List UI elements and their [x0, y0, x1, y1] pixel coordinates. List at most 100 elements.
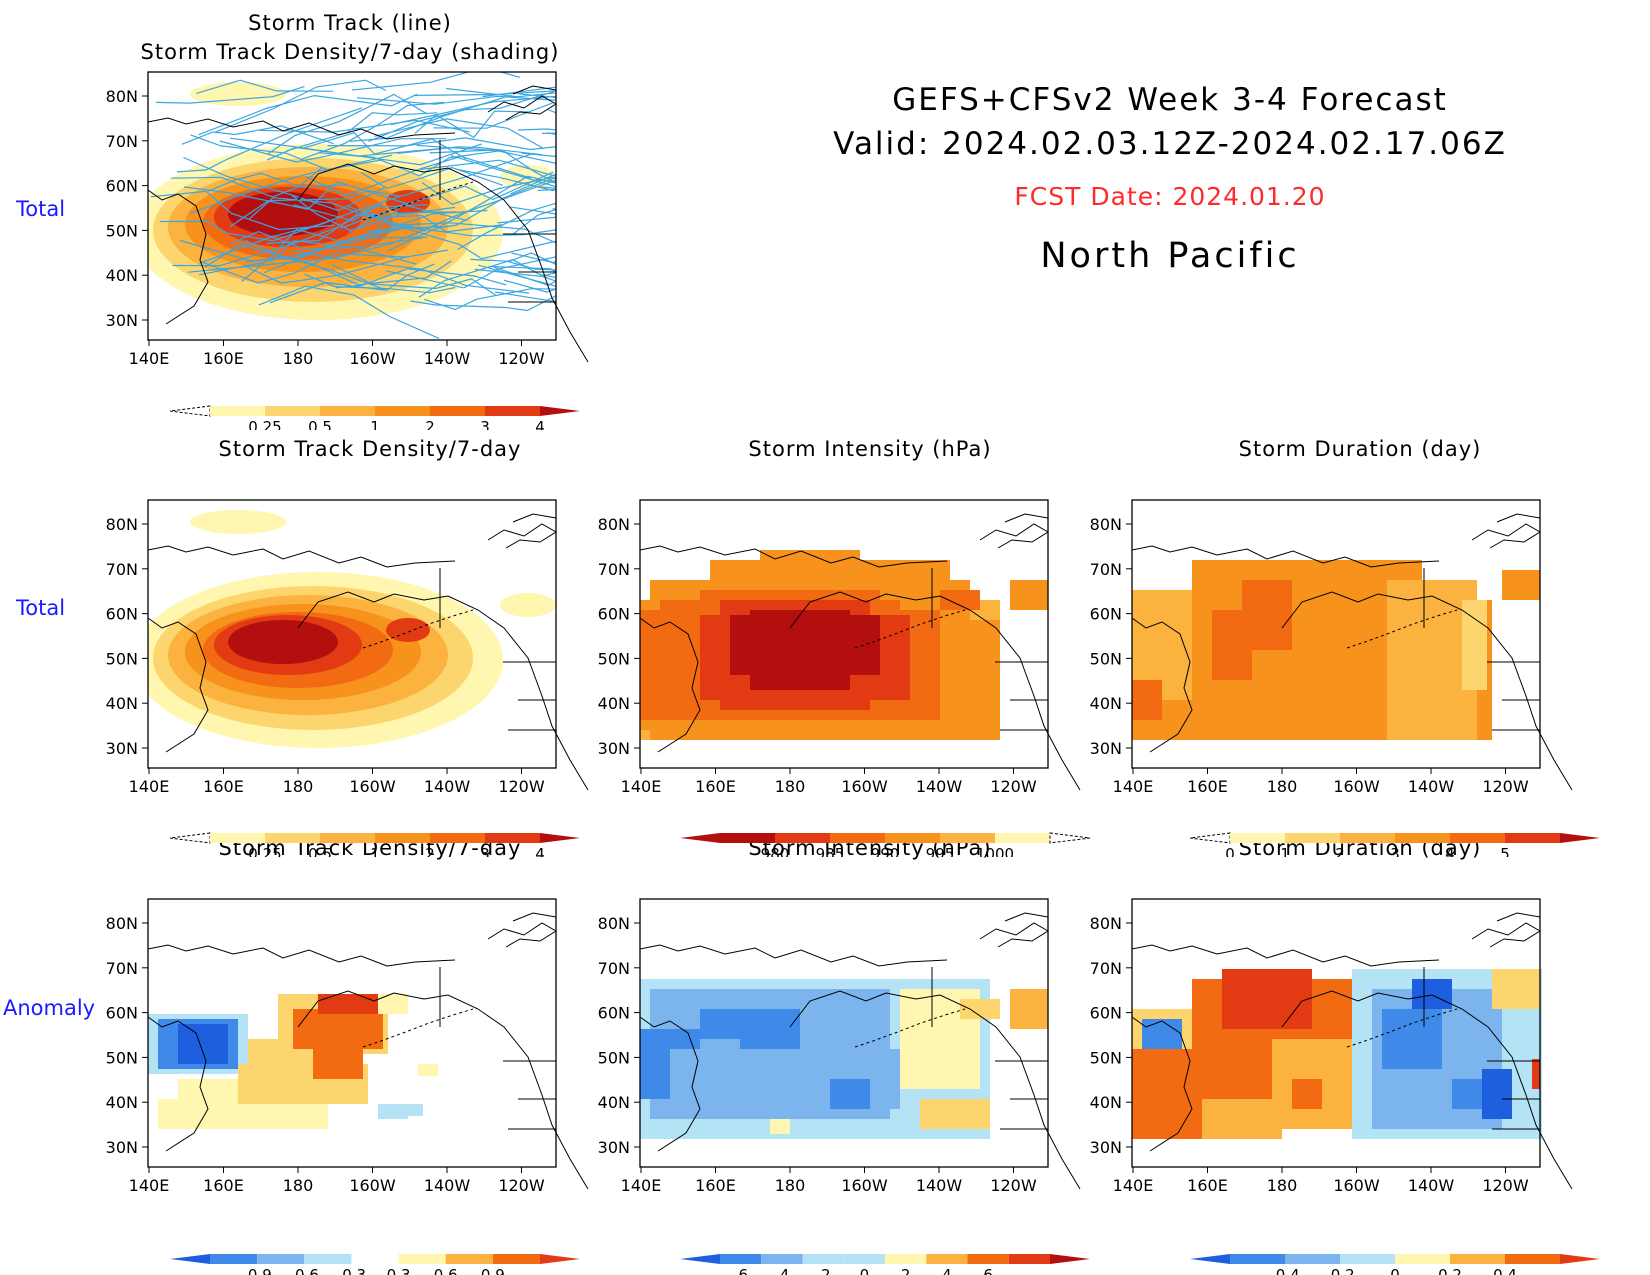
coastline-alaska-america: [297, 163, 589, 363]
coastline-arctic: [1131, 944, 1440, 967]
coastline-arctic-islands: [487, 513, 557, 549]
colorbar-segment: [430, 406, 485, 416]
state-borders: [503, 1060, 556, 1130]
coastline-aleutians: [362, 1008, 474, 1048]
grid-cell: [1202, 1099, 1282, 1139]
grid-cell: [293, 1009, 383, 1049]
lat-tick-label: 60N: [1090, 605, 1122, 624]
storm-track-line: [258, 285, 440, 339]
colorbar-label: 980: [761, 845, 790, 857]
coastline-aleutians: [854, 609, 966, 649]
lon-tick-label: 160E: [1187, 777, 1228, 796]
colorbar-left-arrow: [680, 833, 720, 843]
colorbar-segment: [761, 1254, 803, 1264]
colorbar-intensity-anomaly: -6 -4 -2 0 2 4 6: [680, 1254, 1090, 1275]
colorbar-label: 0.6: [434, 1266, 458, 1275]
coastline-arctic: [147, 545, 456, 568]
storm-track-line: [304, 273, 456, 294]
colorbar-segment: [257, 1254, 305, 1264]
coastline-aleutians: [854, 1008, 966, 1048]
state-borders: [503, 233, 556, 303]
colorbar-label: -0.3: [337, 1266, 366, 1275]
coastline-aleutians: [1346, 1008, 1458, 1048]
colorbar-left-arrow: [170, 832, 211, 844]
storm-track-line: [188, 224, 438, 273]
lat-tick-label: 60N: [598, 605, 630, 624]
coastline-asia: [147, 189, 209, 325]
colorbar-segment: [1395, 833, 1450, 843]
density-contour-0.25-north: [190, 510, 286, 534]
coastline-asia: [1131, 617, 1193, 753]
storm-track-line: [172, 200, 383, 267]
colorbar-label: 0.5: [308, 845, 332, 857]
coastline-asia: [639, 617, 701, 753]
lat-tick-label: 50N: [106, 221, 138, 240]
density-secondary-max: [386, 618, 430, 642]
colorbar-label: -0.2: [1325, 1266, 1354, 1275]
colorbar-label: 0.5: [308, 418, 332, 430]
lat-tick-label: 80N: [598, 914, 630, 933]
grid-cell: [313, 1049, 363, 1079]
lon-tick-label: 140E: [621, 1176, 662, 1195]
coastlines: [147, 85, 589, 363]
colorbar-label: 0.4: [1493, 1266, 1517, 1275]
coastlines: [639, 513, 1081, 791]
panel-title-duration: Storm Duration (day): [1238, 437, 1482, 461]
storm-track-line: [494, 291, 556, 303]
duration-cells: [1132, 560, 1540, 740]
lat-tick-label: 70N: [598, 959, 630, 978]
grid-cell: [770, 1119, 790, 1134]
storm-track-line: [552, 208, 556, 210]
colorbar-label: 2: [425, 845, 435, 857]
storm-track-line: [470, 258, 556, 271]
lon-tick-label: 160E: [203, 777, 244, 796]
colorbar-segment: [1505, 1254, 1560, 1264]
colorbar-label: 1000: [976, 845, 1014, 857]
grid-cell: [318, 994, 378, 1014]
colorbar-segment: [1008, 1254, 1050, 1264]
lon-tick-label: 120W: [498, 777, 545, 796]
colorbar-left-arrow: [170, 1254, 210, 1264]
colorbar-duration-anomaly: -0.4 -0.2 0 0.2 0.4: [1190, 1254, 1600, 1275]
colorbar-segment: [1450, 1254, 1505, 1264]
lon-tick-label: 160W: [349, 349, 396, 368]
panel-title-density-shading: Storm Track Density/7-day (shading): [140, 40, 560, 64]
row-label-total-top: Total: [16, 197, 66, 221]
lat-tick-label: 50N: [598, 649, 630, 668]
coastline-alaska-america: [1281, 990, 1573, 1190]
colorbar-segment: [1340, 1254, 1395, 1264]
grid-cell: [418, 1064, 438, 1076]
lat-tick-label: 30N: [1090, 1138, 1122, 1157]
storm-track-line: [230, 137, 441, 157]
colorbar-segment: [885, 833, 940, 843]
state-borders: [995, 661, 1048, 731]
colorbar-left-arrow: [1190, 832, 1231, 844]
colorbar-label: -4: [774, 1266, 789, 1275]
grid-cell: [1502, 570, 1540, 600]
storm-track-line: [229, 190, 400, 228]
colorbar-segment: [802, 1254, 844, 1264]
storm-track-line: [292, 249, 530, 294]
colorbar-segment: [830, 833, 885, 843]
coastline-alaska-america: [789, 591, 1081, 791]
lon-tick-label: 140E: [621, 777, 662, 796]
map-intensity-total: 80N 70N 60N 50N 40N 30N 140E 160E 180 160W 140W 120…: [598, 499, 1081, 796]
state-borders: [503, 661, 556, 731]
shading-layer: [148, 994, 438, 1129]
coastline-arctic: [1131, 545, 1440, 568]
storm-track-line: [202, 252, 410, 284]
coastline-arctic: [147, 117, 456, 140]
lat-tick-label: 80N: [106, 87, 138, 106]
colorbar-segment: [320, 406, 375, 416]
map-density-total: 80N 70N 60N 50N 40N 30N 140E 160E 180 160W 140W 120…: [106, 499, 589, 796]
coastline-arctic: [639, 545, 948, 568]
colorbar-segment: [351, 1254, 399, 1264]
grid-cell: [1412, 979, 1452, 1009]
colorbar-density: 0.25 0.5 1 2 3 4: [170, 832, 580, 857]
lon-tick-label: 140E: [129, 777, 170, 796]
grid-cell: [940, 590, 980, 610]
lat-tick-label: 30N: [598, 739, 630, 758]
colorbar-segment: [320, 833, 375, 843]
storm-track-line: [219, 138, 446, 163]
storm-tracks: [150, 72, 556, 339]
